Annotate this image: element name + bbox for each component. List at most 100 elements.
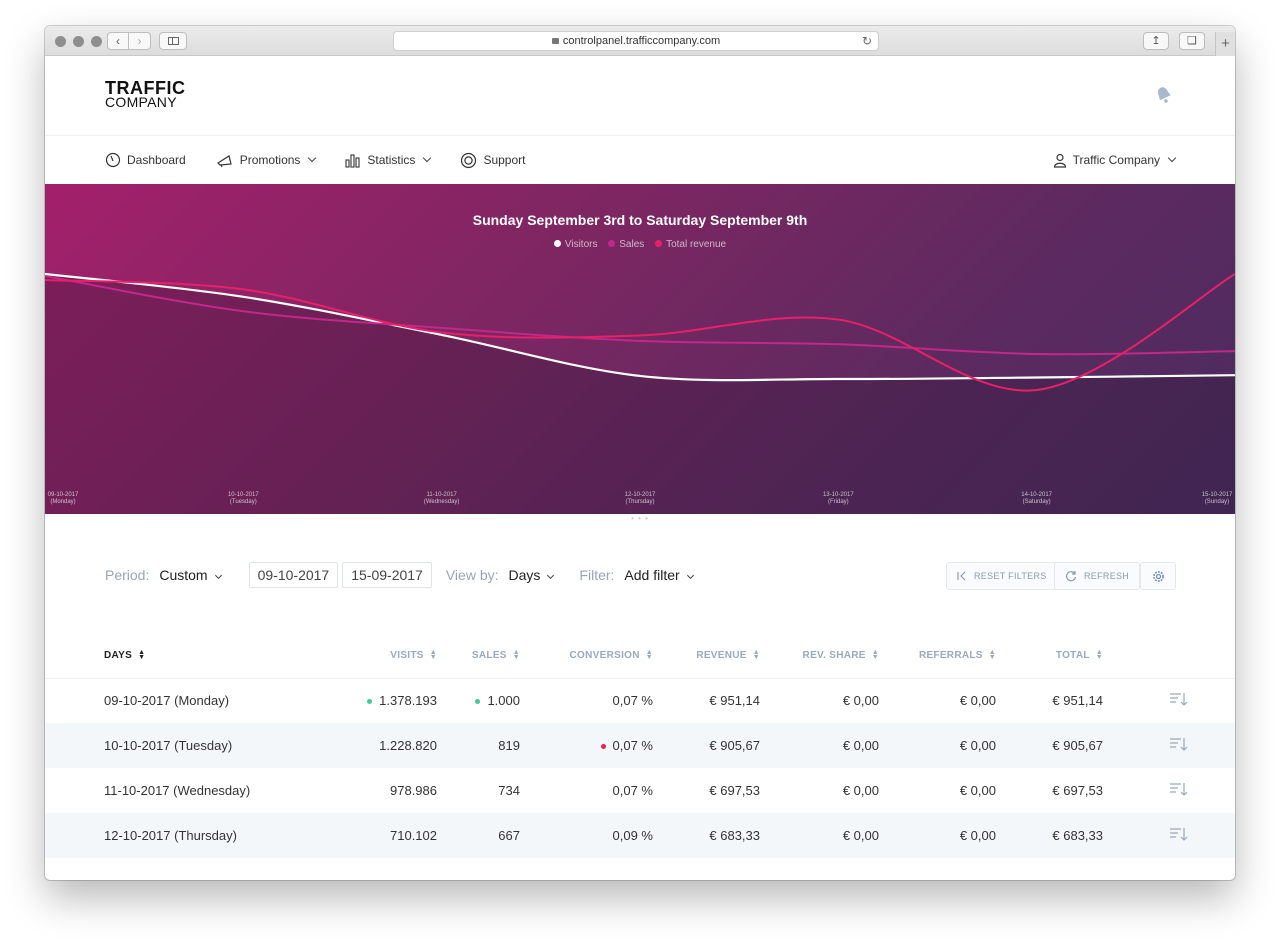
nav-statistics[interactable]: Statistics — [345, 152, 432, 168]
main-nav: Dashboard Promotions Statistics Support … — [45, 136, 1235, 184]
x-tick-label: 12-10-2017 (Thursday) — [624, 492, 656, 505]
forward-button[interactable]: › — [129, 32, 151, 50]
column-header-label: TOTAL — [1055, 649, 1090, 661]
cell-referrals: € 0,00 — [959, 783, 996, 798]
nav-support[interactable]: Support — [460, 152, 525, 169]
legend-label: Sales — [619, 239, 645, 250]
sort-icon: ▲ ▼ — [138, 649, 146, 662]
close-window-button[interactable] — [55, 36, 66, 47]
legend-item-visitors[interactable]: Visitors — [553, 239, 598, 250]
add-filter-select[interactable]: Add filter — [624, 567, 694, 583]
sort-list-icon[interactable] — [1169, 826, 1189, 842]
sort-list-icon[interactable] — [1169, 736, 1189, 752]
zoom-window-button[interactable] — [91, 36, 102, 47]
refresh-button[interactable]: REFRESH — [1054, 562, 1141, 590]
viewby-select[interactable]: Days — [508, 567, 555, 583]
sidebar-toggle-button[interactable] — [159, 32, 187, 50]
cell-sales: 734 — [437, 768, 520, 813]
column-header-label: DAYS — [104, 649, 133, 661]
cell-sales: 667 — [437, 813, 520, 858]
column-header-conversion[interactable]: CONVERSION ▲ ▼ — [520, 633, 653, 679]
table-row[interactable]: 09-10-2017 (Monday) 1.378.193 1.000 0,07 % €… — [45, 678, 1235, 723]
column-header-sales[interactable]: SALES ▲ ▼ — [437, 633, 520, 679]
column-header-actions — [1103, 633, 1235, 679]
cell-referrals: € 0,00 — [879, 723, 996, 768]
legend-item-sales[interactable]: Sales — [608, 239, 644, 250]
sort-list-icon[interactable] — [1169, 691, 1189, 707]
cell-sales: 819 — [437, 723, 520, 768]
legend-label: Visitors — [564, 239, 598, 250]
viewby-value: Days — [508, 567, 541, 583]
refresh-icon — [1065, 571, 1077, 582]
reset-filters-button[interactable]: RESET FILTERS — [946, 562, 1058, 590]
column-header-rev-share[interactable]: REV. SHARE ▲ ▼ — [760, 633, 879, 679]
cell-sales: 1.000 — [437, 678, 520, 723]
cell-value: 0,09 % — [612, 828, 653, 843]
date-to-input[interactable]: 15-09-2017 — [342, 562, 432, 588]
cell-revenue: € 905,67 — [653, 723, 760, 768]
cell-actions — [1103, 678, 1235, 723]
user-menu[interactable]: Traffic Company — [1053, 136, 1177, 184]
table-row[interactable]: 11-10-2017 (Wednesday) 978.986 734 0,07 % € … — [45, 768, 1235, 813]
nav-support-label: Support — [483, 153, 526, 167]
cell-value: 734 — [498, 783, 520, 798]
cell-value: 1.378.193 — [379, 693, 437, 709]
back-button[interactable]: ‹ — [107, 32, 129, 50]
new-tab-button[interactable]: + — [1215, 32, 1235, 56]
sort-list-icon[interactable] — [1169, 781, 1189, 797]
chevron-down-icon — [547, 571, 555, 580]
column-header-visits[interactable]: VISITS ▲ ▼ — [315, 633, 437, 679]
cell-value: 0,07 % — [612, 783, 653, 798]
refresh-label: REFRESH — [1084, 571, 1130, 581]
minimize-window-button[interactable] — [73, 36, 84, 47]
cell-day: 11-10-2017 (Wednesday) — [104, 783, 251, 798]
cell-actions — [1103, 723, 1235, 768]
resize-handle[interactable]: • • • — [631, 514, 649, 523]
column-header-label: VISITS — [390, 649, 424, 661]
column-header-referrals[interactable]: REFERRALS ▲ ▼ — [879, 633, 996, 679]
series-line-total-revenue[interactable] — [45, 273, 1235, 392]
period-select[interactable]: Custom — [159, 567, 222, 583]
logo-line-1: TRAFFIC — [105, 78, 186, 98]
column-header-label: CONVERSION — [569, 649, 640, 661]
nav-promotions[interactable]: Promotions — [216, 152, 317, 168]
nav-promotions-label: Promotions — [239, 153, 301, 167]
address-bar[interactable]: controlpanel.trafficcompany.com ↻ — [393, 31, 879, 51]
cell-conversion: 0,07 % — [520, 678, 653, 723]
logo[interactable]: TRAFFIC COMPANY — [105, 78, 186, 109]
app-header: TRAFFIC COMPANY — [45, 56, 1235, 136]
reload-icon[interactable]: ↻ — [861, 34, 872, 48]
share-button[interactable]: ↥ — [1143, 32, 1169, 50]
x-tick-label: 13-10-2017 (Friday) — [822, 492, 854, 505]
table-row[interactable]: 12-10-2017 (Thursday) 710.102 667 0,09 % € 6… — [45, 813, 1235, 858]
column-header-total[interactable]: TOTAL ▲ ▼ — [996, 633, 1103, 679]
filter-label: Filter: — [579, 567, 615, 583]
nav-dashboard[interactable]: Dashboard — [105, 152, 186, 168]
sort-icon: ▲ ▼ — [988, 649, 996, 662]
cell-actions — [1103, 813, 1235, 858]
cell-value: 819 — [498, 738, 520, 753]
column-header-label: REV. SHARE — [802, 649, 866, 661]
cell-visits: 1.228.820 — [315, 723, 437, 768]
series-line-visitors[interactable] — [45, 272, 1235, 382]
cell-conversion: 0,07 % — [520, 723, 653, 768]
x-tick-label: 10-10-2017 (Tuesday) — [227, 492, 259, 505]
sort-icon: ▲ ▼ — [1095, 649, 1103, 662]
chevron-down-icon — [1167, 153, 1177, 163]
column-header-revenue[interactable]: REVENUE ▲ ▼ — [653, 633, 760, 679]
table-row[interactable]: 10-10-2017 (Tuesday) 1.228.820 819 0,07 % € … — [45, 723, 1235, 768]
column-header-days[interactable]: DAYS ▲ ▼ — [45, 633, 315, 679]
cell-total: € 905,67 — [996, 723, 1103, 768]
tabs-button[interactable]: ❏ — [1179, 32, 1205, 50]
cell-visits: 978.986 — [315, 768, 437, 813]
x-tick-label: 14-10-2017 (Saturday) — [1021, 492, 1052, 505]
cell-visits: 1.378.193 — [315, 678, 437, 723]
legend-item-revenue[interactable]: Total revenue — [655, 239, 726, 250]
cell-actions — [1103, 768, 1235, 813]
date-from-input[interactable]: 09-10-2017 — [248, 562, 339, 588]
column-header-label: REFERRALS — [918, 649, 983, 661]
series-line-sales[interactable] — [45, 275, 1235, 356]
bell-icon[interactable] — [1155, 85, 1173, 105]
chevron-down-icon — [686, 571, 694, 580]
settings-button[interactable] — [1140, 562, 1176, 590]
